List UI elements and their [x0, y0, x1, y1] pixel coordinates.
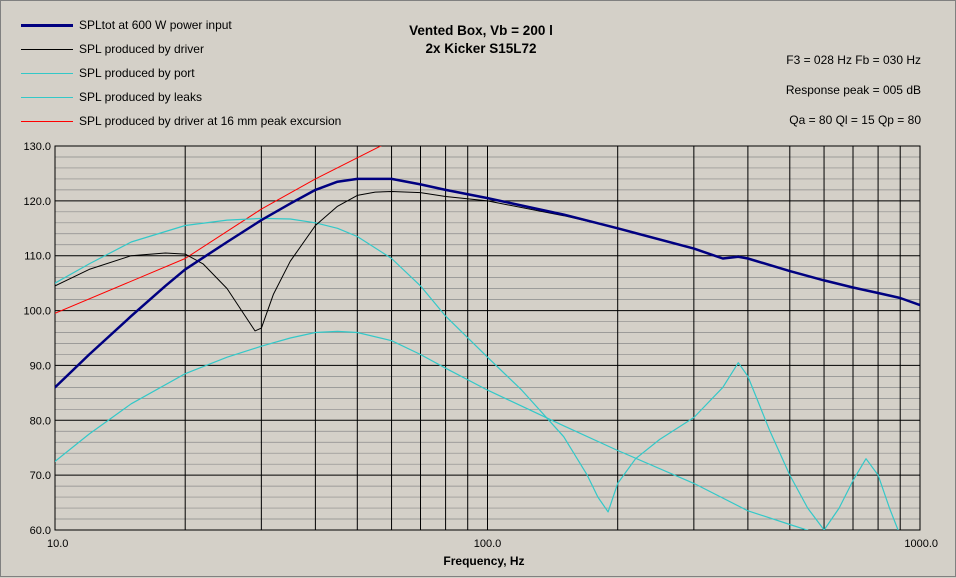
legend-entry: SPL produced by leaks: [21, 89, 202, 105]
y-tick-label: 120.0: [23, 196, 51, 208]
legend-label: SPLtot at 600 W power input: [79, 18, 232, 32]
legend-label: SPL produced by driver: [79, 42, 204, 56]
y-tick-label: 70.0: [30, 470, 51, 482]
legend-swatch: [21, 23, 73, 27]
series-line-0: [55, 177, 920, 389]
x-tick-label: 1000.0: [904, 538, 938, 550]
legend-swatch: [21, 48, 73, 50]
response-peak-annotation: Response peak = 005 dB: [785, 83, 921, 97]
y-tick-label: 60.0: [30, 525, 51, 537]
y-tick-label: 80.0: [30, 415, 51, 427]
series-line-4: [55, 146, 382, 314]
legend-entry: SPLtot at 600 W power input: [21, 17, 232, 33]
legend-swatch: [21, 96, 73, 98]
legend-entry: SPL produced by driver: [21, 41, 204, 57]
series-line-3: [55, 330, 809, 530]
legend-label: SPL produced by port: [79, 66, 195, 80]
y-tick-label: 110.0: [24, 251, 51, 263]
series-lines: [55, 146, 920, 530]
grid: [54, 145, 921, 531]
legend-label: SPL produced by leaks: [79, 90, 202, 104]
plot-border: [54, 145, 921, 531]
legend-swatch: [21, 72, 73, 74]
y-tick-label: 130.0: [23, 141, 51, 153]
q-values-annotation: Qa = 80 Ql = 15 Qp = 80: [789, 113, 921, 127]
legend-label: SPL produced by driver at 16 mm peak exc…: [79, 114, 342, 128]
x-axis-label: Frequency, Hz: [443, 554, 525, 568]
legend-entry: SPL produced by driver at 16 mm peak exc…: [21, 113, 341, 129]
y-tick-label: 100.0: [23, 306, 51, 318]
y-tick-label: 90.0: [30, 360, 51, 372]
chart-title: Vented Box, Vb = 200 l: [409, 23, 553, 38]
x-tick-label: 10.0: [47, 538, 68, 550]
series-line-2: [55, 217, 899, 530]
f3-fb-annotation: F3 = 028 Hz Fb = 030 Hz: [786, 53, 921, 67]
x-tick-label: 100.0: [474, 538, 502, 550]
legend-swatch: [21, 120, 73, 122]
legend-entry: SPL produced by port: [21, 65, 195, 81]
chart-subtitle: 2x Kicker S15L72: [425, 41, 537, 56]
